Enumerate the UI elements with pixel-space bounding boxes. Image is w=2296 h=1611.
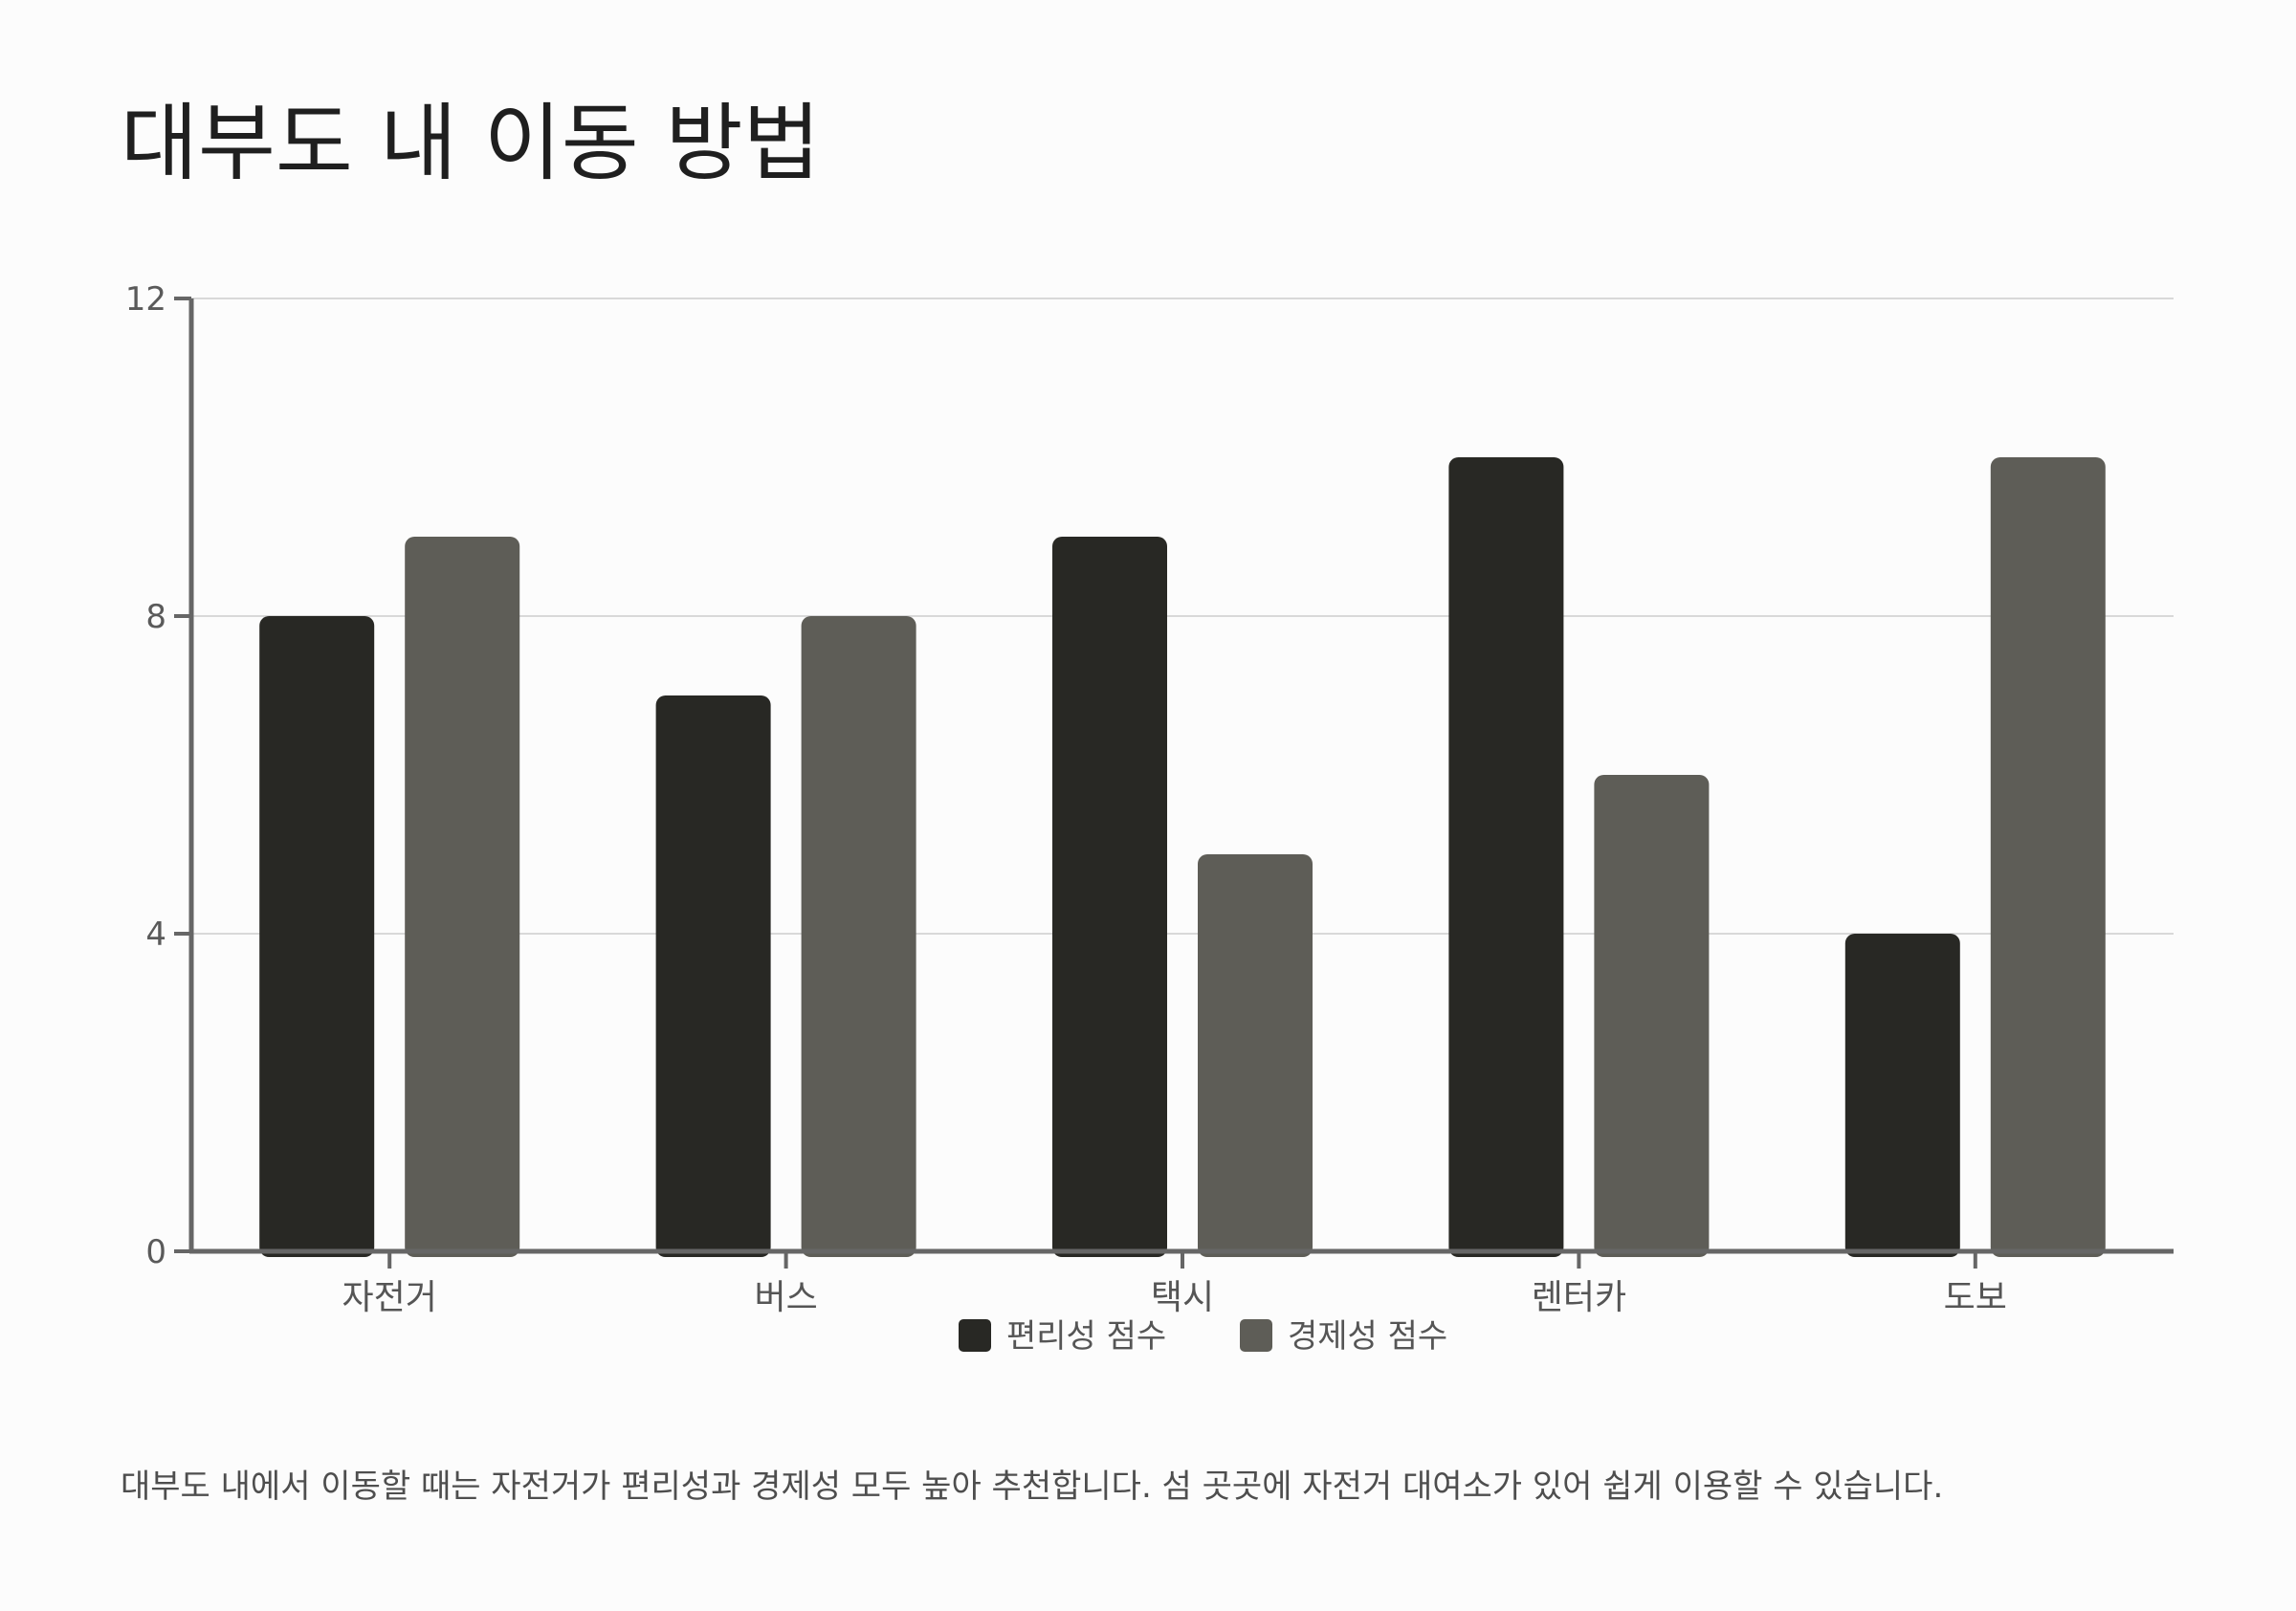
x-category-label: 자전거	[342, 1278, 437, 1317]
y-tick-label: 4	[145, 916, 166, 954]
bar-2-택시	[1198, 854, 1313, 1257]
legend-swatch-1	[959, 1319, 991, 1352]
chart-title: 대부도 내 이동 방법	[121, 94, 821, 192]
bar-1-버스	[655, 695, 771, 1257]
bar-series	[259, 457, 2106, 1257]
y-tick-label: 8	[145, 598, 166, 636]
bar-2-렌터카	[1594, 775, 1710, 1257]
legend-label-1: 편리성 점수	[1006, 1317, 1166, 1356]
bar-1-도보	[1844, 934, 1960, 1257]
x-category-label: 렌터카	[1532, 1278, 1626, 1317]
bar-2-도보	[1990, 457, 2106, 1257]
x-category-label: 도보	[1944, 1278, 2007, 1317]
y-tick-label: 12	[125, 280, 166, 319]
chart-legend: 편리성 점수 경제성 점수	[959, 1317, 1447, 1356]
chart-axes	[174, 297, 2174, 1269]
legend-label-2: 경제성 점수	[1288, 1317, 1447, 1356]
grid-lines	[191, 298, 2174, 935]
footer-note: 대부도 내에서 이동할 때는 자전거가 편리성과 경제성 모두 높아 추천합니다…	[121, 1468, 1944, 1506]
bar-1-렌터카	[1448, 457, 1564, 1257]
legend-swatch-2	[1240, 1319, 1272, 1352]
bar-2-버스	[801, 616, 916, 1257]
x-category-label: 버스	[754, 1278, 817, 1317]
bar-1-택시	[1052, 537, 1167, 1257]
bar-2-자전거	[405, 537, 520, 1257]
axis-labels: 0 4 8 12 자전거 버스 택시 렌터카 도보	[125, 280, 2007, 1317]
y-tick-label: 0	[145, 1233, 166, 1271]
bar-1-자전거	[259, 616, 375, 1257]
x-category-label: 택시	[1151, 1278, 1214, 1317]
